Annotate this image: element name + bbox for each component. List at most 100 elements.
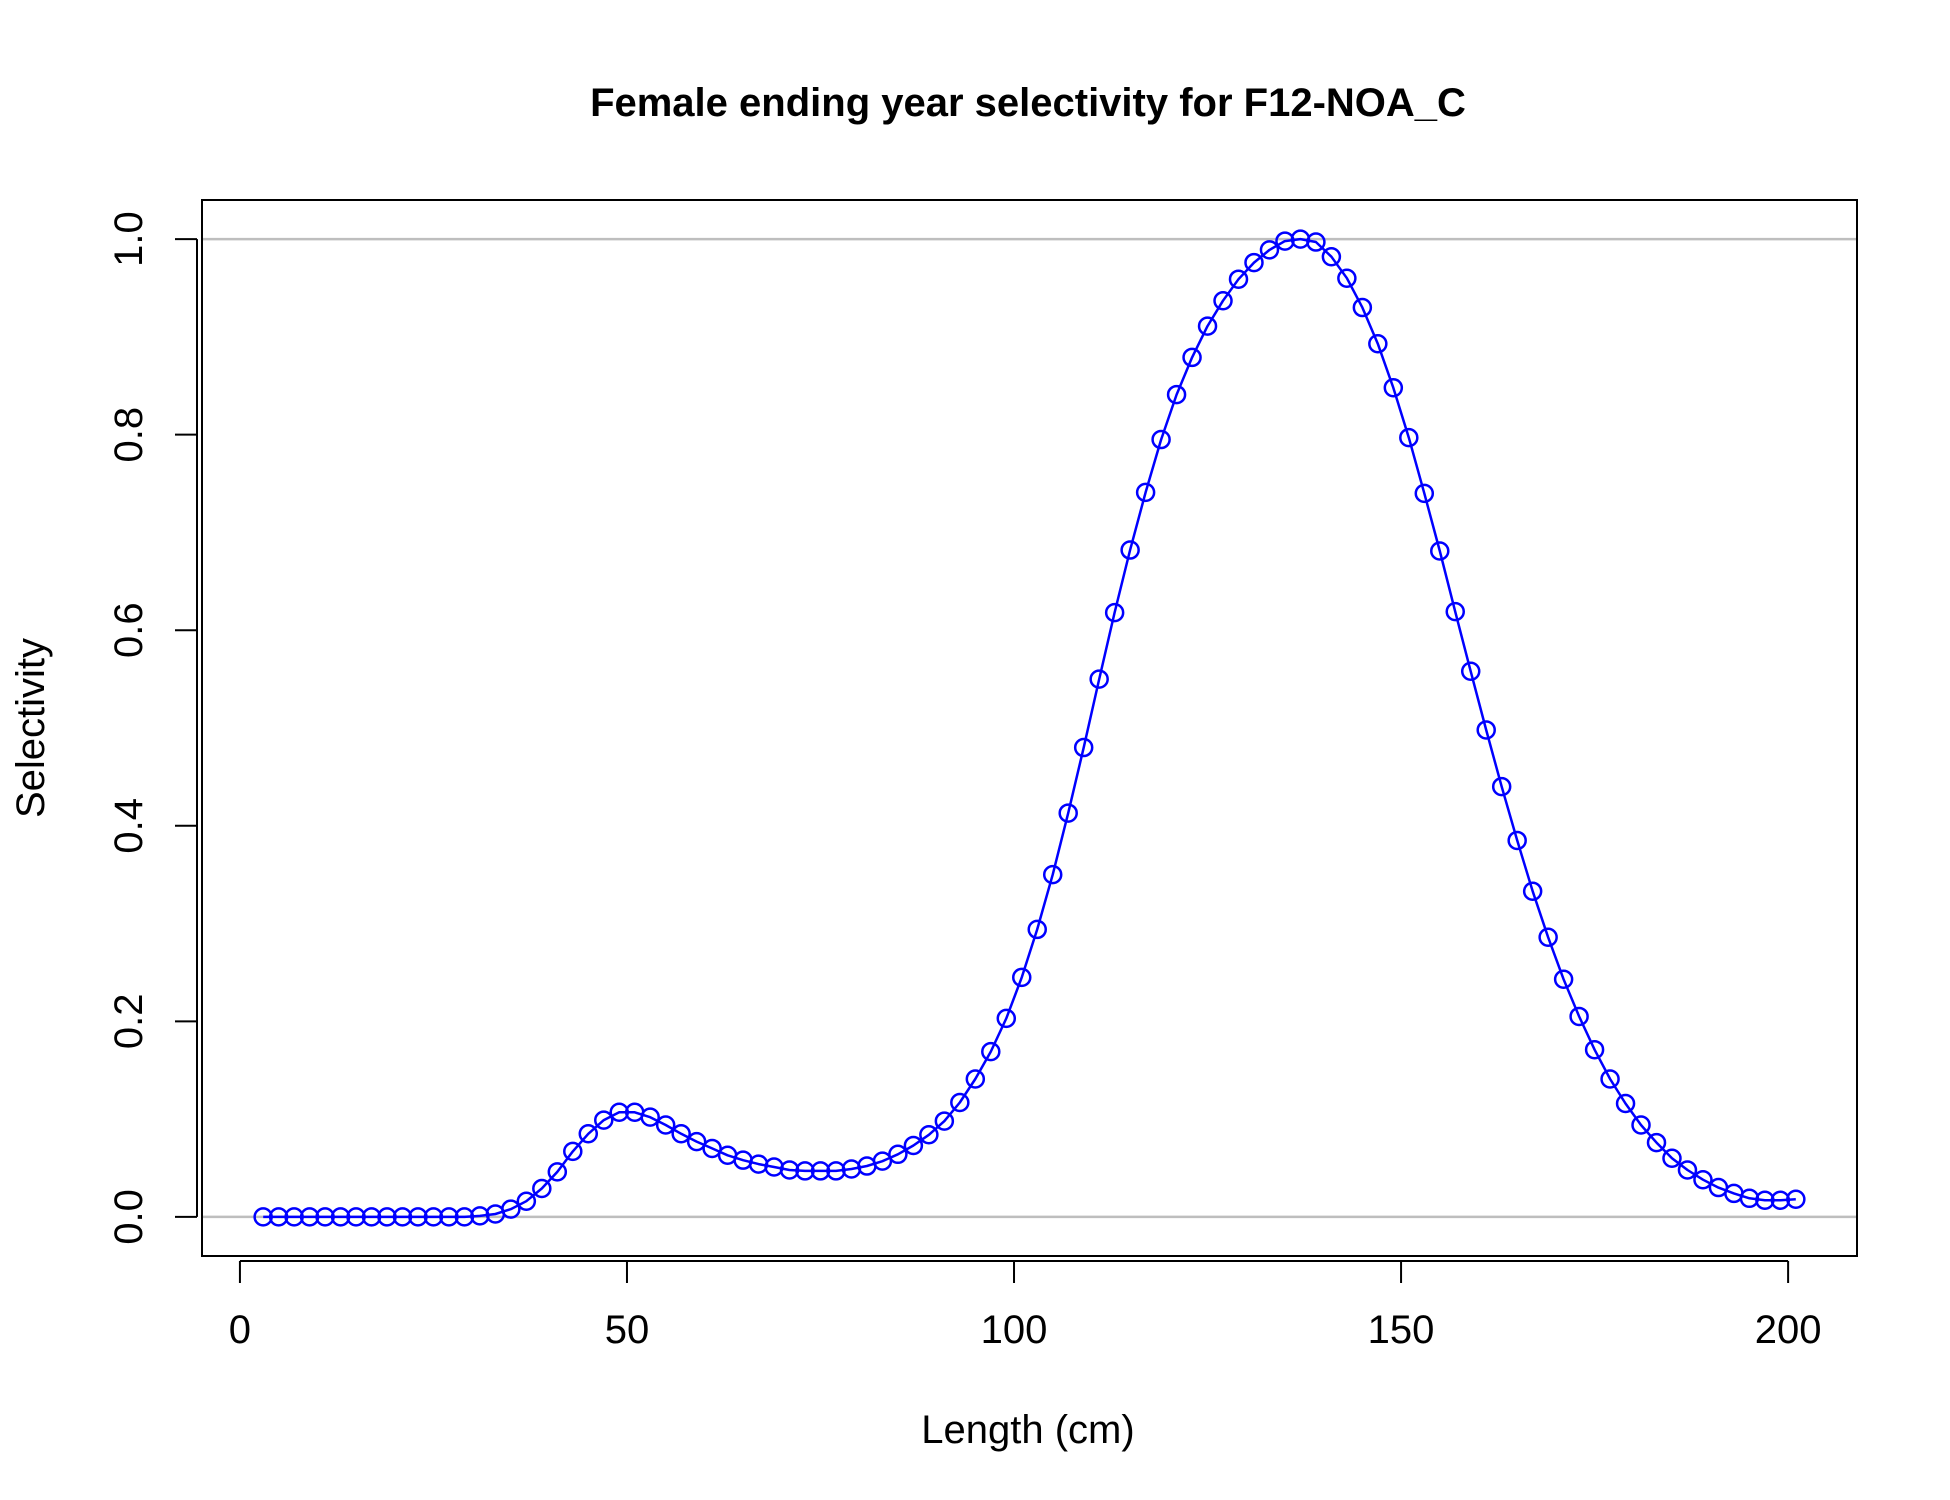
series-layer [253,229,1806,1227]
data-point [888,1144,908,1165]
data-point [1476,720,1496,740]
y-tick-label: 0.2 [107,994,151,1050]
data-point [1383,377,1404,398]
data-point [1538,927,1558,947]
data-point [1135,482,1156,503]
data-point [1151,429,1171,450]
data-point [392,1207,413,1227]
data-point [1027,919,1047,940]
data-point [1228,269,1249,289]
data-point [1755,1190,1775,1211]
data-point [1770,1190,1791,1211]
data-point [1182,347,1202,368]
data-point [299,1207,320,1227]
data-point [1445,601,1465,622]
data-point [1275,231,1295,251]
data-point [1399,427,1419,448]
data-point [1584,1039,1605,1060]
data-point [996,1008,1017,1029]
data-point [1600,1069,1620,1089]
data-point [1012,967,1032,988]
data-point [640,1107,660,1127]
data-point [1259,240,1280,260]
data-point [594,1110,614,1130]
x-tick-label: 200 [1755,1308,1822,1352]
data-point [655,1115,676,1135]
data-point [1166,384,1187,405]
data-point [330,1207,351,1227]
data-point [346,1207,366,1227]
data-point [1786,1189,1806,1210]
data-point [810,1161,831,1181]
y-tick-label: 1.0 [107,211,151,267]
data-point [1104,602,1125,623]
data-point [1120,540,1140,560]
data-point [1058,803,1078,823]
data-point [1569,1006,1589,1027]
data-point [671,1124,691,1144]
data-point [1553,969,1574,990]
data-point [1491,776,1512,797]
y-tick-label: 0.4 [107,798,151,854]
data-point [1631,1115,1651,1135]
x-tick-label: 0 [229,1308,251,1352]
data-point [1430,541,1450,561]
data-point [268,1207,289,1227]
x-tick-label: 150 [1368,1308,1435,1352]
series-line [263,237,1796,1219]
data-point [1337,268,1357,288]
data-point [965,1069,986,1089]
data-point [1089,669,1109,689]
data-point [1677,1160,1698,1180]
data-point [516,1191,537,1211]
data-point [609,1102,629,1123]
x-tick-label: 100 [981,1308,1048,1352]
data-point [1615,1093,1636,1114]
data-point [563,1141,583,1162]
data-point [872,1151,893,1171]
data-point [1739,1188,1760,1209]
data-point [439,1207,459,1227]
data-point [1662,1148,1682,1168]
data-point [919,1125,939,1145]
data-point [454,1207,475,1227]
data-point [470,1206,490,1226]
data-point [981,1041,1001,1062]
data-point [315,1207,335,1227]
data-point [1368,333,1388,354]
data-point [1507,830,1527,851]
data-point [1042,864,1063,885]
x-axis-label: Length (cm) [921,1408,1134,1452]
data-point [377,1207,397,1227]
data-point [779,1160,800,1180]
y-axis: 0.0 0.2 0.4 0.6 0.8 1.0 [107,211,198,1245]
data-point [950,1092,970,1113]
y-tick-label: 0.8 [107,407,151,463]
x-axis: 0 50 100 150 200 [229,1260,1822,1352]
data-point [1321,246,1342,267]
data-point [1197,316,1218,336]
data-point [253,1207,273,1227]
data-point [1213,290,1233,311]
data-point [903,1135,924,1156]
data-point [1244,252,1264,273]
data-point [1693,1169,1713,1190]
data-point [702,1138,722,1159]
data-point [1646,1132,1667,1153]
data-point [423,1207,444,1227]
data-point [1352,297,1373,318]
data-point [361,1207,382,1227]
data-point [501,1199,521,1219]
data-point [1460,661,1481,682]
data-point [1306,232,1326,252]
data-point [826,1161,846,1181]
y-tick-label: 0.6 [107,602,151,658]
data-point [532,1178,552,1199]
x-tick-label: 50 [605,1308,650,1352]
data-point [934,1111,955,1131]
data-point [686,1131,707,1152]
data-point [578,1124,599,1144]
y-tick-label: 0.0 [107,1189,151,1245]
data-point [284,1207,304,1227]
